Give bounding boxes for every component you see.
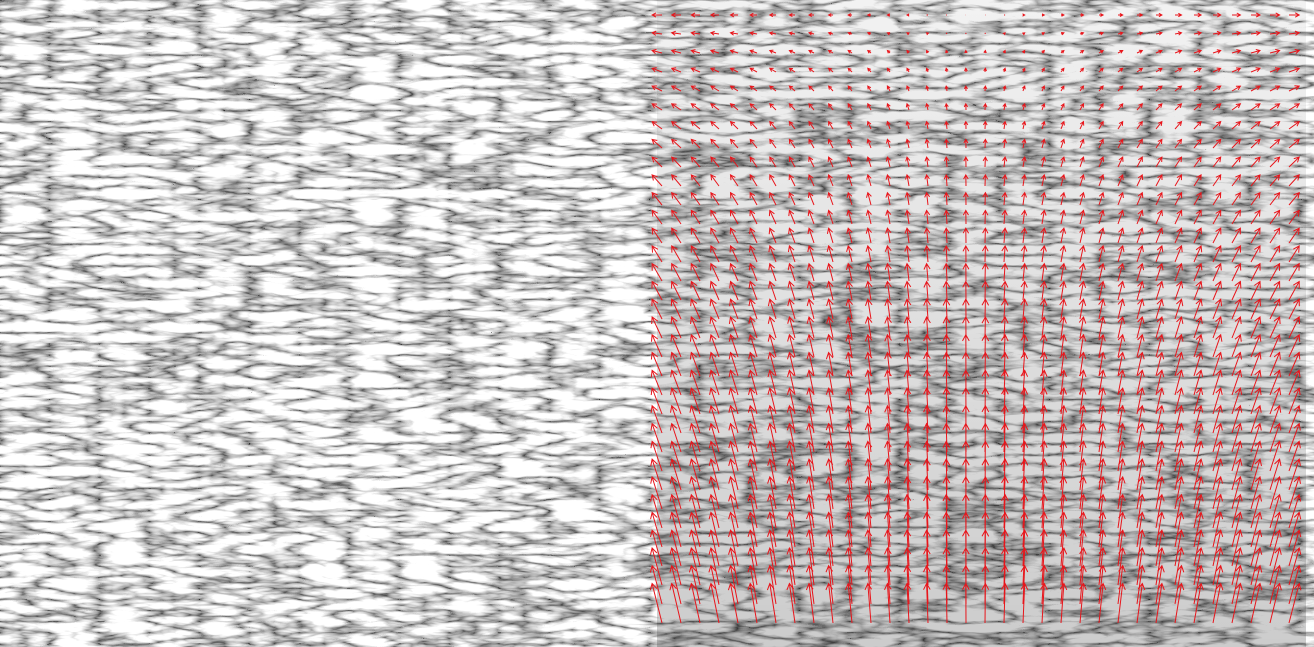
image-shading — [0, 0, 649, 647]
displacement-arrow — [946, 33, 947, 34]
left-panel — [0, 0, 649, 647]
image-pair — [0, 0, 1314, 647]
page: (() => { JSON.parse(document.getElementB… — [0, 0, 1314, 647]
right-panel — [650, 0, 1306, 647]
